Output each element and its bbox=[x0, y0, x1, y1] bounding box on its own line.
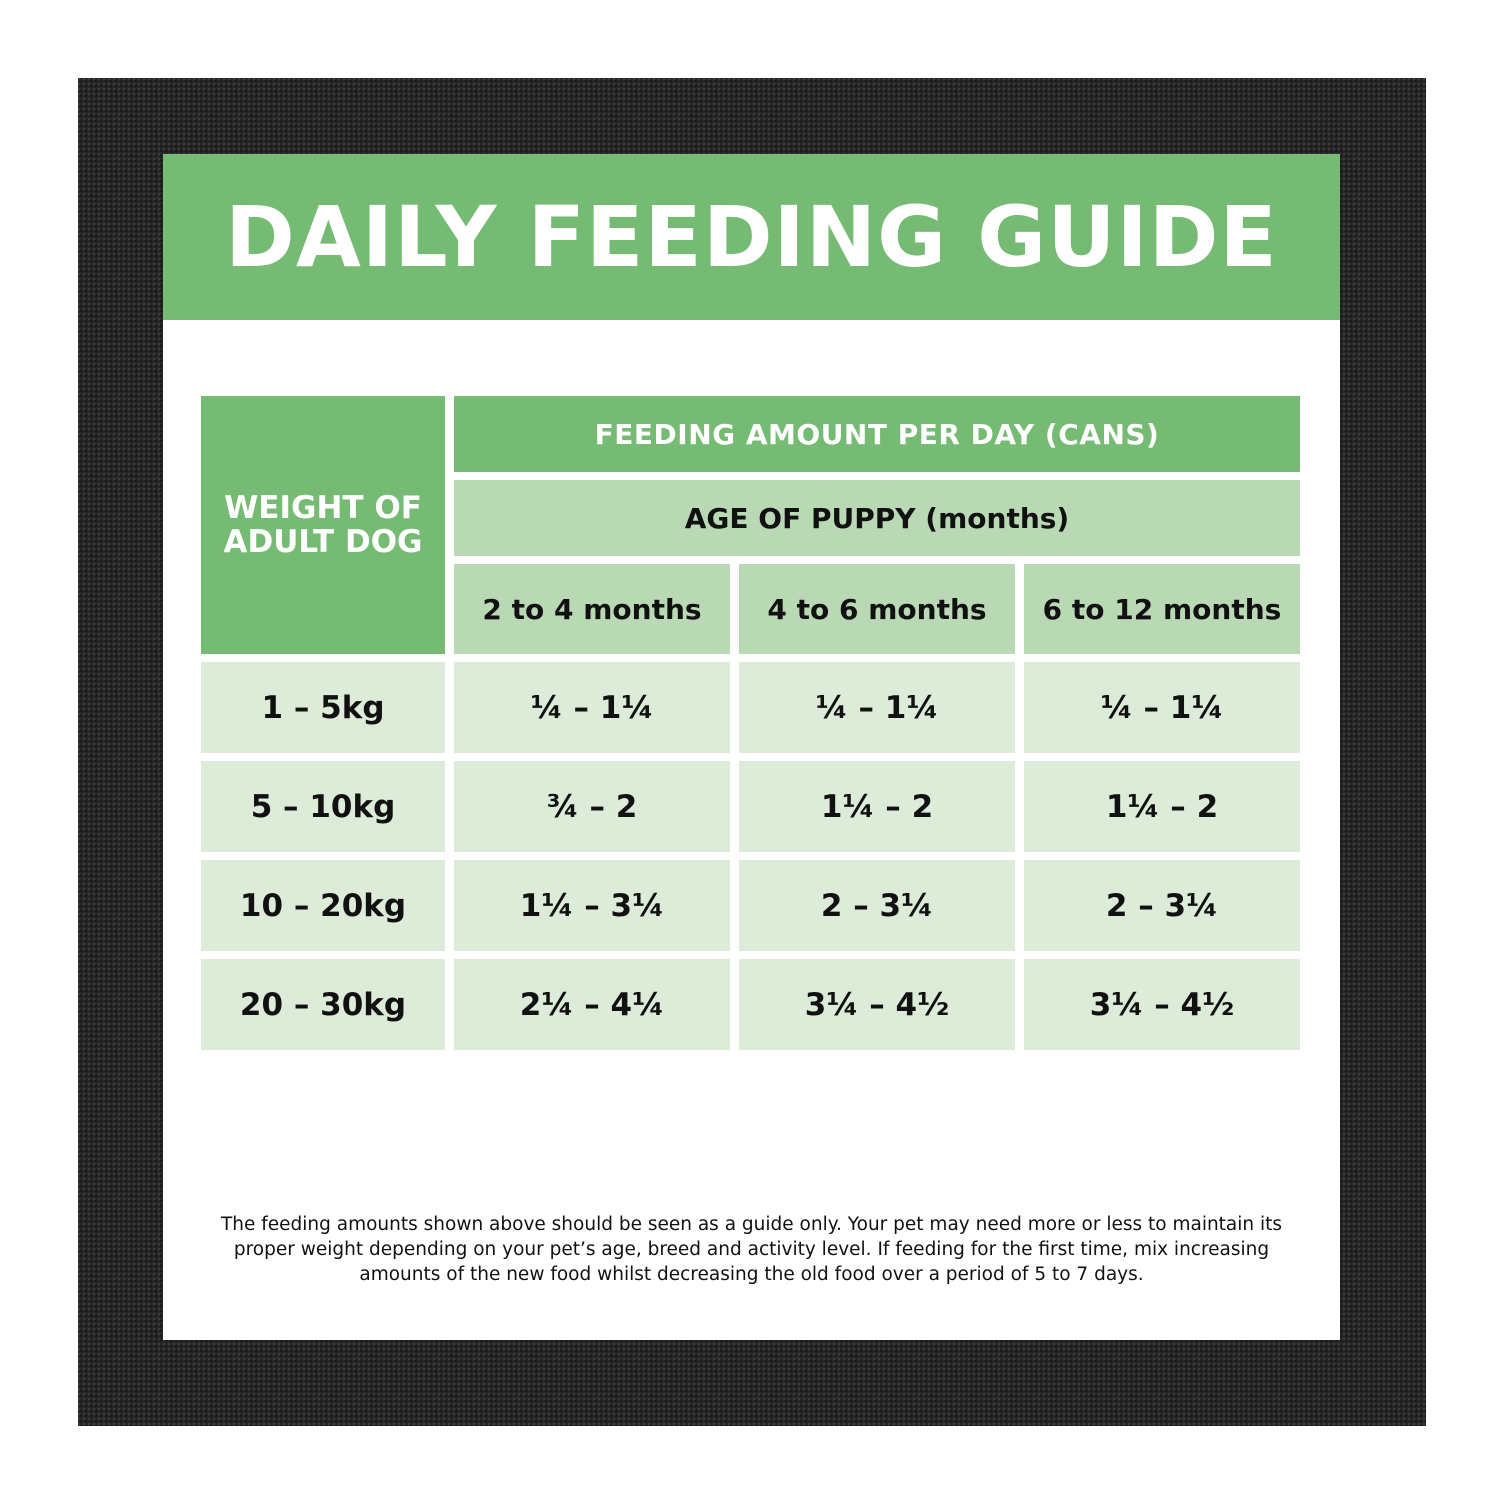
amount-cell: 2 – 3¼ bbox=[1024, 860, 1300, 951]
title-banner: DAILY FEEDING GUIDE bbox=[163, 154, 1340, 320]
amount-cell: 1¼ – 2 bbox=[1024, 761, 1300, 852]
amount-cell: ¼ – 1¼ bbox=[454, 662, 730, 753]
feeding-guide-card: DAILY FEEDING GUIDE WEIGHT OF ADULT DOG … bbox=[163, 154, 1340, 1340]
page-title: DAILY FEEDING GUIDE bbox=[225, 188, 1278, 286]
amount-cell: 1¼ – 3¼ bbox=[454, 860, 730, 951]
column-header: 2 to 4 months bbox=[454, 564, 730, 654]
weight-cell: 1 – 5kg bbox=[201, 662, 445, 753]
column-header: 4 to 6 months bbox=[739, 564, 1015, 654]
amount-cell: 3¼ – 4½ bbox=[739, 959, 1015, 1050]
weight-header: WEIGHT OF ADULT DOG bbox=[201, 396, 445, 654]
amount-cell: 1¼ – 2 bbox=[739, 761, 1015, 852]
column-header: 6 to 12 months bbox=[1024, 564, 1300, 654]
age-of-puppy-header: AGE OF PUPPY (months) bbox=[454, 480, 1300, 556]
amount-cell: 2 – 3¼ bbox=[739, 860, 1015, 951]
amount-cell: ¼ – 1¼ bbox=[739, 662, 1015, 753]
amount-cell: ¼ – 1¼ bbox=[1024, 662, 1300, 753]
amount-cell: 2¼ – 4¼ bbox=[454, 959, 730, 1050]
weight-cell: 10 – 20kg bbox=[201, 860, 445, 951]
amount-cell: ¾ – 2 bbox=[454, 761, 730, 852]
feeding-footnote: The feeding amounts shown above should b… bbox=[220, 1214, 1283, 1285]
amount-cell: 3¼ – 4½ bbox=[1024, 959, 1300, 1050]
weight-cell: 20 – 30kg bbox=[201, 959, 445, 1050]
feeding-amount-header: FEEDING AMOUNT PER DAY (CANS) bbox=[454, 396, 1300, 472]
weight-cell: 5 – 10kg bbox=[201, 761, 445, 852]
